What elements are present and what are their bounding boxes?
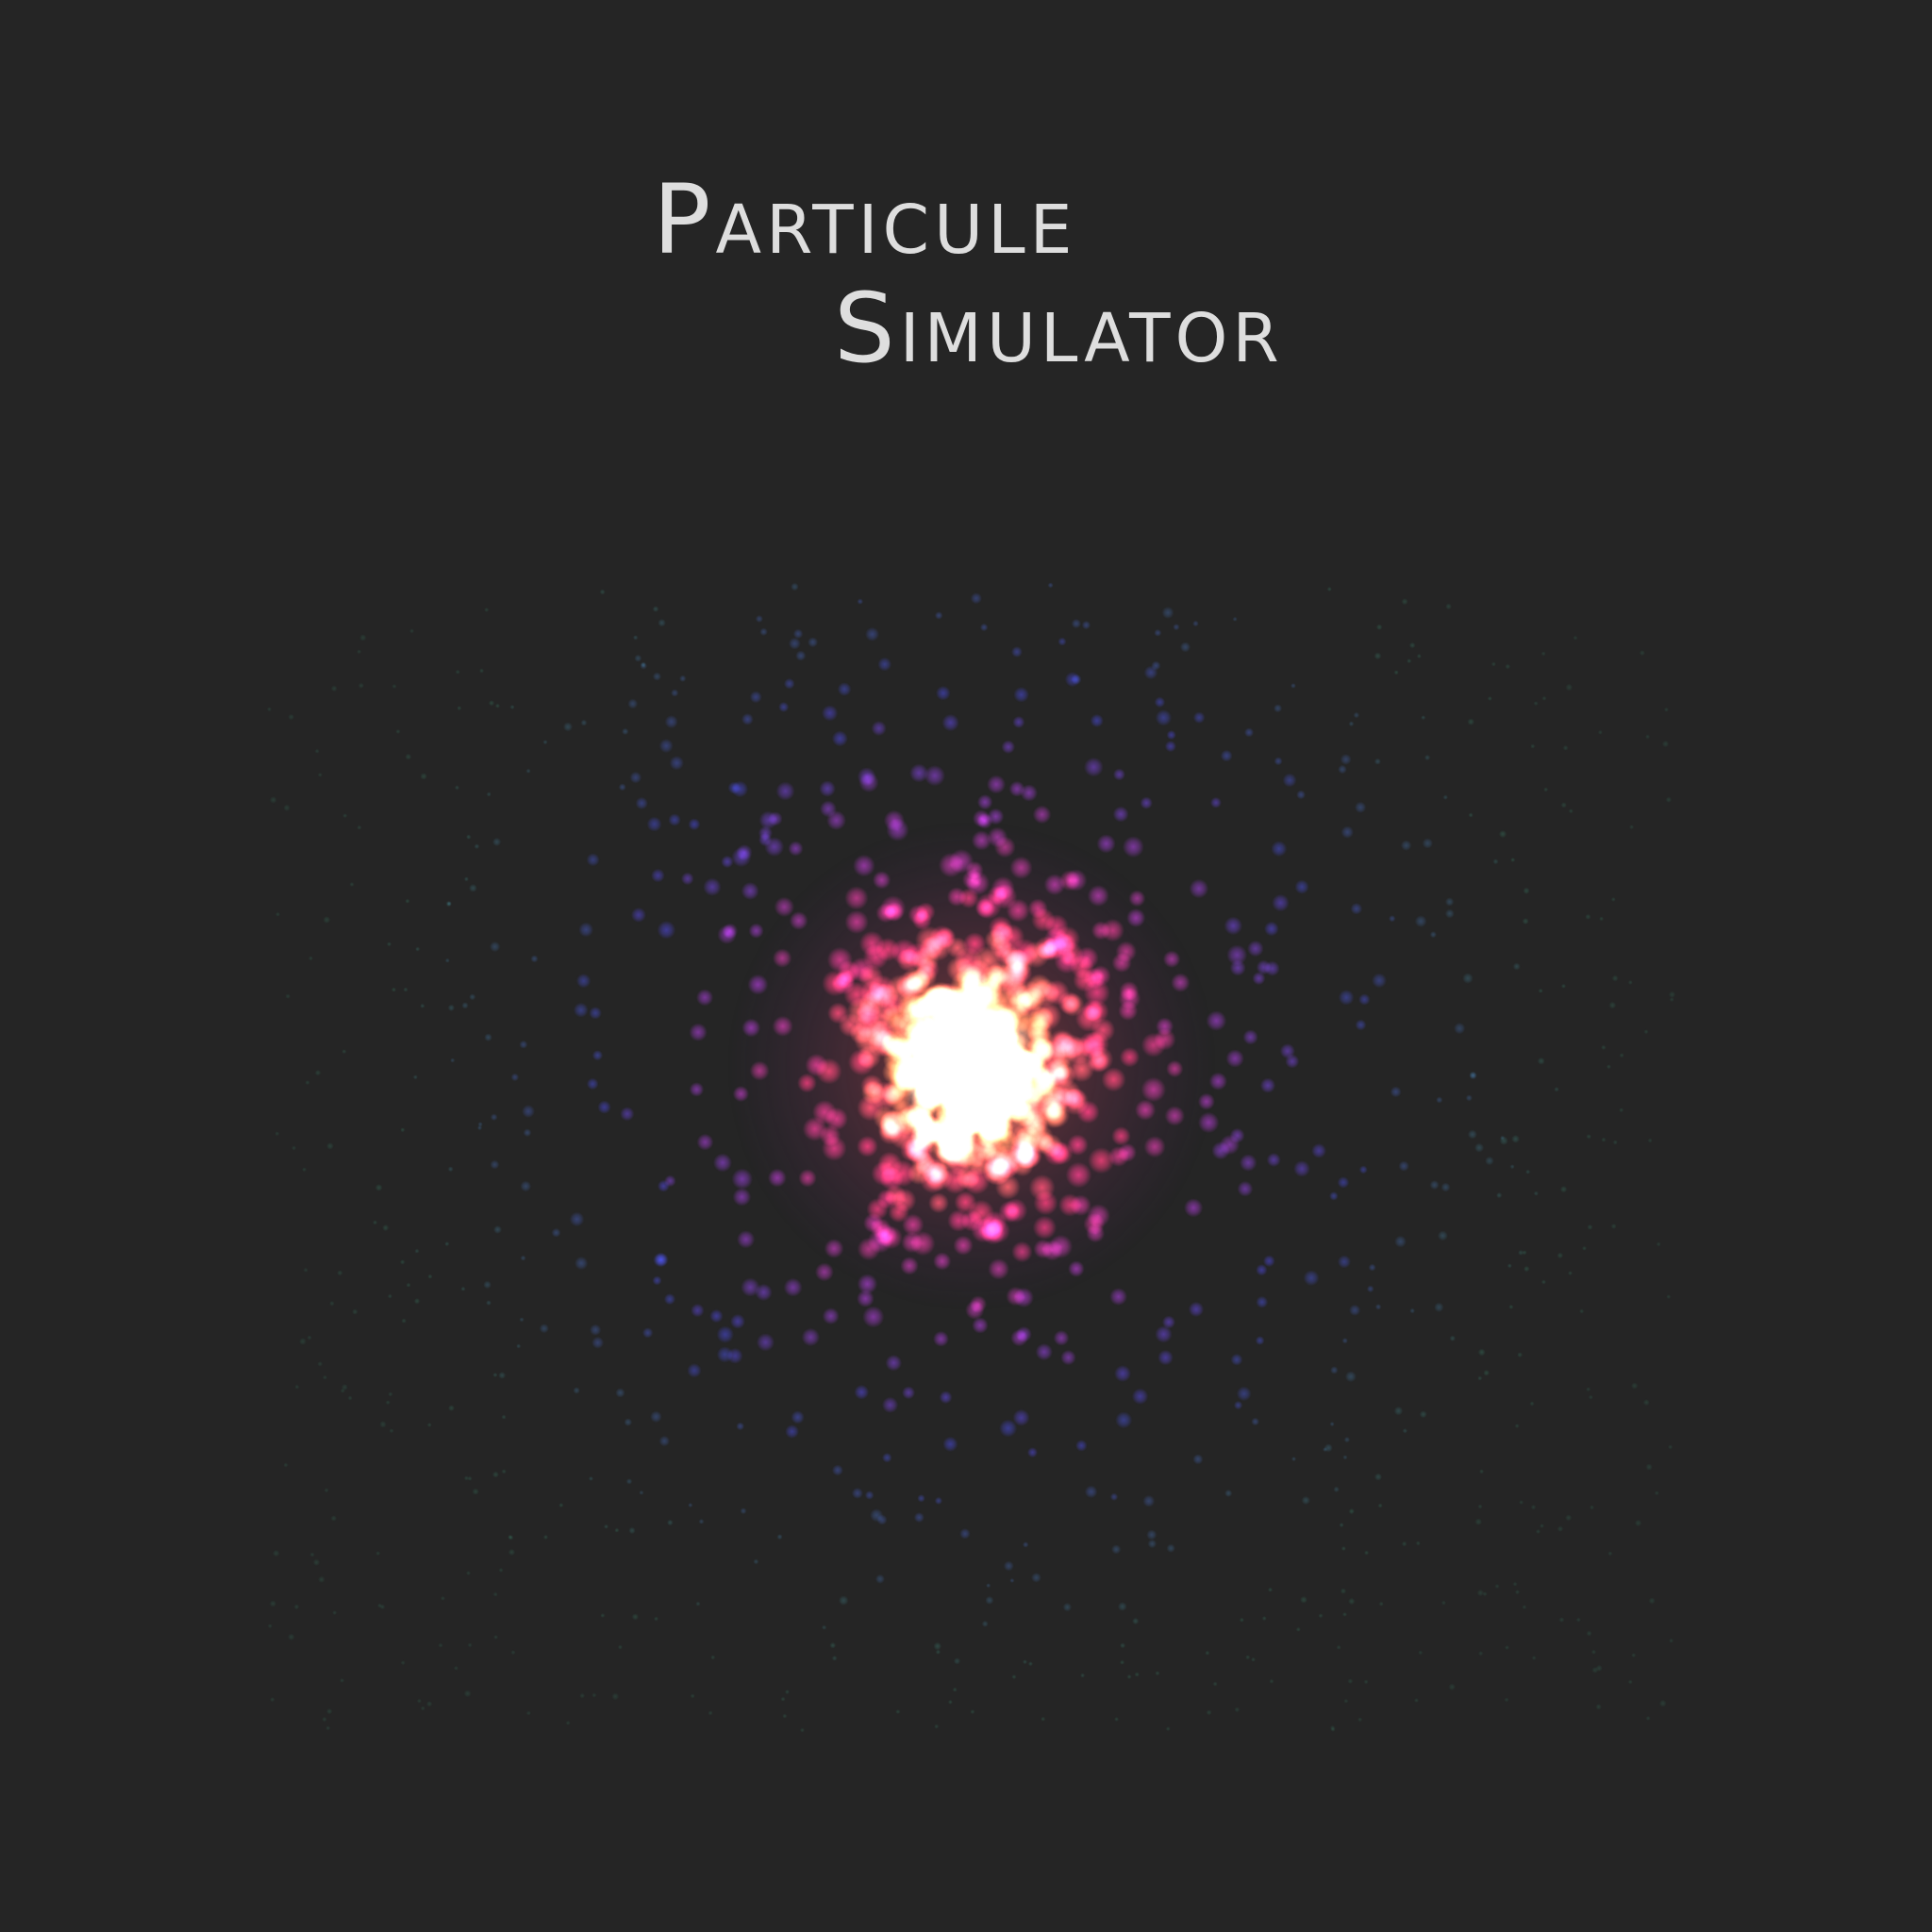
app-title-line-2: Simulator xyxy=(834,273,1284,385)
app-title-line-1: Particule xyxy=(653,164,1077,276)
